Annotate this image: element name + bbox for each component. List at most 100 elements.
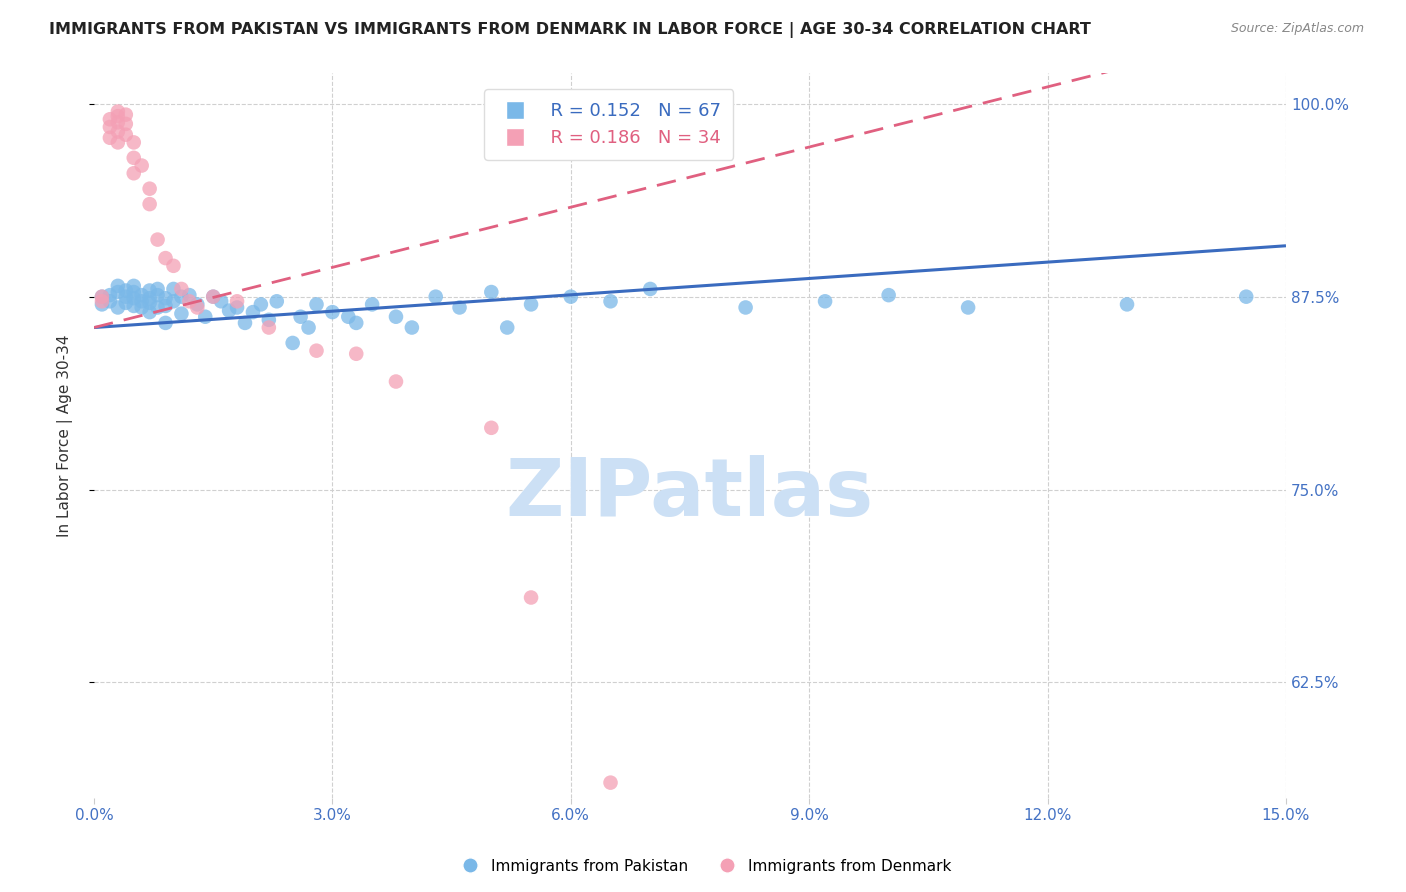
Point xyxy=(877,288,900,302)
Point xyxy=(98,120,121,134)
Point xyxy=(131,159,153,173)
Point xyxy=(385,310,408,324)
Point xyxy=(218,303,240,318)
Point xyxy=(138,296,160,310)
Point xyxy=(91,290,114,304)
Point xyxy=(226,301,249,315)
Point xyxy=(107,115,129,129)
Point xyxy=(1234,290,1257,304)
Point xyxy=(449,301,471,315)
Point xyxy=(226,294,249,309)
Point xyxy=(337,310,360,324)
Point xyxy=(155,251,177,265)
Point xyxy=(479,285,502,299)
Point xyxy=(202,290,225,304)
Point xyxy=(170,290,193,304)
Point xyxy=(107,301,129,315)
Point xyxy=(155,316,177,330)
Point xyxy=(560,290,582,304)
Point xyxy=(122,278,145,293)
Point xyxy=(146,288,169,302)
Point xyxy=(146,301,169,315)
Point xyxy=(138,291,160,305)
Point xyxy=(162,294,184,309)
Point xyxy=(425,290,447,304)
Point xyxy=(344,316,367,330)
Point xyxy=(361,297,384,311)
Point xyxy=(305,343,328,358)
Point xyxy=(162,259,184,273)
Point xyxy=(91,294,114,309)
Point xyxy=(138,305,160,319)
Point xyxy=(266,294,288,309)
Point xyxy=(233,316,256,330)
Point xyxy=(114,128,136,142)
Point xyxy=(209,294,232,309)
Point xyxy=(344,347,367,361)
Point xyxy=(281,335,304,350)
Point xyxy=(114,296,136,310)
Point xyxy=(290,310,312,324)
Point xyxy=(98,130,121,145)
Point xyxy=(107,136,129,150)
Point xyxy=(107,278,129,293)
Point xyxy=(599,775,621,789)
Point xyxy=(114,108,136,122)
Point xyxy=(520,297,543,311)
Point xyxy=(385,375,408,389)
Point xyxy=(479,421,502,435)
Text: Source: ZipAtlas.com: Source: ZipAtlas.com xyxy=(1230,22,1364,36)
Point xyxy=(297,320,319,334)
Point xyxy=(162,282,184,296)
Text: ZIPatlas: ZIPatlas xyxy=(506,455,875,533)
Point xyxy=(179,288,201,302)
Point xyxy=(242,305,264,319)
Point xyxy=(122,136,145,150)
Point xyxy=(202,290,225,304)
Point xyxy=(91,297,114,311)
Point xyxy=(122,151,145,165)
Point xyxy=(520,591,543,605)
Point xyxy=(186,297,208,311)
Legend: Immigrants from Pakistan, Immigrants from Denmark: Immigrants from Pakistan, Immigrants fro… xyxy=(449,853,957,880)
Point xyxy=(131,288,153,302)
Point xyxy=(138,182,160,196)
Text: IMMIGRANTS FROM PAKISTAN VS IMMIGRANTS FROM DENMARK IN LABOR FORCE | AGE 30-34 C: IMMIGRANTS FROM PAKISTAN VS IMMIGRANTS F… xyxy=(49,22,1091,38)
Point xyxy=(734,301,756,315)
Point xyxy=(599,294,621,309)
Point xyxy=(131,301,153,315)
Point xyxy=(114,117,136,131)
Point xyxy=(98,288,121,302)
Point xyxy=(98,294,121,309)
Point xyxy=(122,166,145,180)
Point xyxy=(146,282,169,296)
Point xyxy=(107,104,129,119)
Point xyxy=(107,109,129,123)
Point xyxy=(170,282,193,296)
Point xyxy=(1116,297,1139,311)
Point xyxy=(305,297,328,311)
Point xyxy=(155,299,177,313)
Point xyxy=(122,285,145,299)
Point xyxy=(114,290,136,304)
Point xyxy=(138,284,160,298)
Point xyxy=(107,125,129,139)
Point xyxy=(321,305,343,319)
Point xyxy=(122,291,145,305)
Point xyxy=(122,299,145,313)
Point xyxy=(496,320,519,334)
Point xyxy=(179,294,201,309)
Point xyxy=(194,310,217,324)
Point xyxy=(638,282,661,296)
Point xyxy=(114,284,136,298)
Point xyxy=(91,290,114,304)
Point xyxy=(146,233,169,247)
Point xyxy=(250,297,273,311)
Point xyxy=(957,301,980,315)
Point xyxy=(155,291,177,305)
Point xyxy=(257,320,280,334)
Y-axis label: In Labor Force | Age 30-34: In Labor Force | Age 30-34 xyxy=(58,334,73,537)
Point xyxy=(138,197,160,211)
Point xyxy=(257,313,280,327)
Point xyxy=(98,112,121,127)
